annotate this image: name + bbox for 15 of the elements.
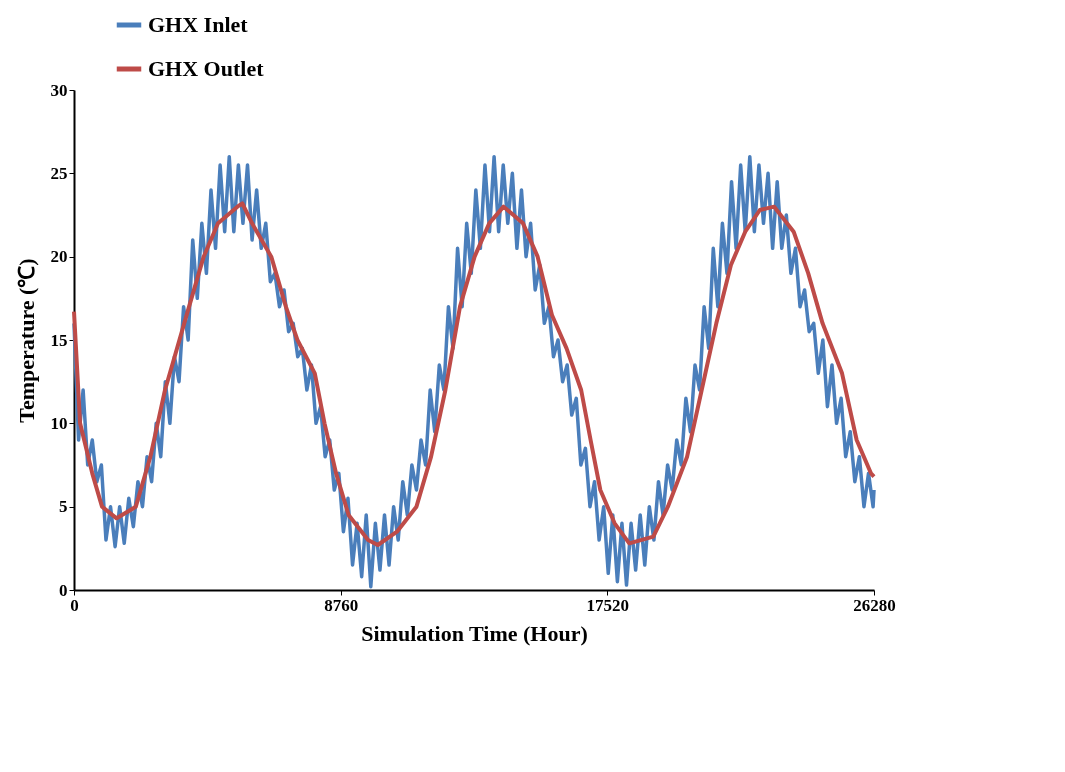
- y-tick-label: 20: [50, 247, 68, 267]
- y-tick-label: 10: [50, 413, 68, 433]
- legend-label: GHX Inlet: [148, 12, 249, 37]
- x-tick-label: 17520: [586, 595, 630, 615]
- x-axis-title: Simulation Time (Hour): [361, 620, 588, 646]
- legend-label: GHX Outlet: [148, 56, 265, 81]
- y-tick-label: 30: [50, 80, 68, 100]
- y-tick-label: 15: [50, 330, 68, 350]
- x-tick-label: 8760: [324, 595, 359, 615]
- line-series: [72, 201, 876, 547]
- y-axis-title: Temperature (℃): [13, 258, 39, 423]
- y-tick-label: 0: [59, 580, 68, 600]
- y-tick-label: 25: [50, 163, 68, 183]
- x-tick-label: 26280: [853, 595, 896, 615]
- y-tick-label: 5: [59, 497, 68, 517]
